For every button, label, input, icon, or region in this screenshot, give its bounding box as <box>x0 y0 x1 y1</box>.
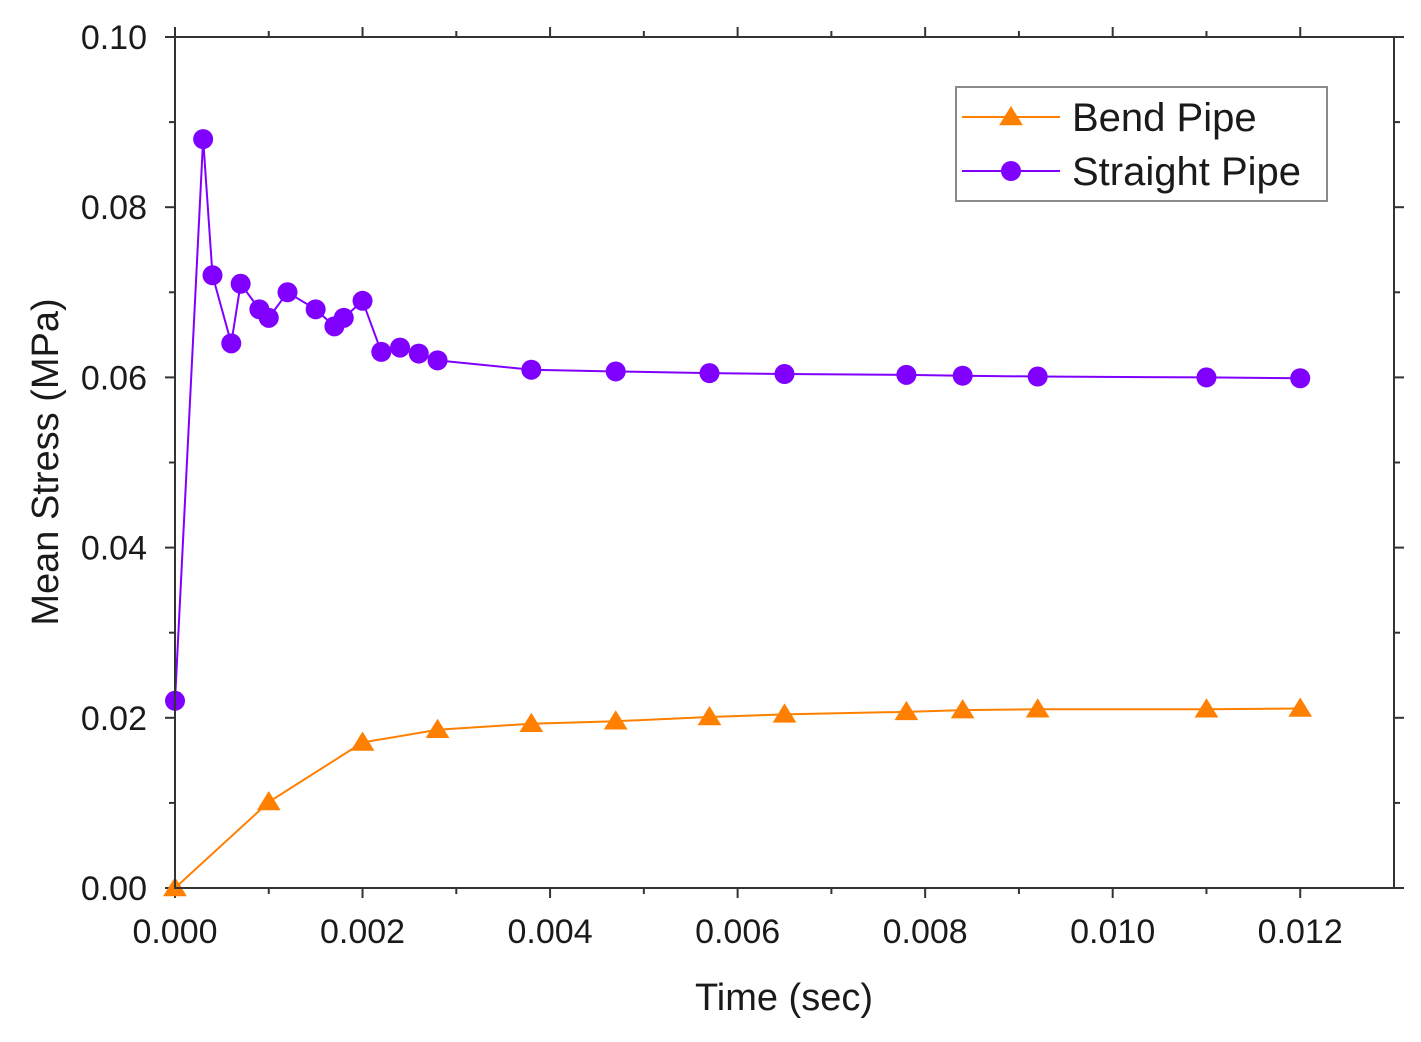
y-tick-label: 0.06 <box>81 359 147 397</box>
straight-pipe-point <box>221 333 242 354</box>
bend-pipe-point <box>256 791 281 811</box>
legend-bend-pipe-label: Bend Pipe <box>1072 96 1257 140</box>
bend-pipe-point <box>894 700 919 721</box>
straight-pipe-point <box>521 359 542 380</box>
legend: Bend Pipe Straight Pipe <box>955 86 1328 202</box>
y-tick-label: 0.10 <box>81 19 147 57</box>
straight-pipe-point <box>390 337 411 358</box>
straight-pipe-point <box>1027 366 1048 387</box>
y-tick-label: 0.00 <box>81 870 147 908</box>
straight-pipe-point <box>427 350 448 371</box>
straight-pipe-point <box>352 290 373 311</box>
straight-pipe-point <box>896 364 917 385</box>
y-tick-label: 0.08 <box>81 189 147 227</box>
x-tick-label: 0.002 <box>320 913 405 951</box>
bend-pipe-point <box>1194 698 1219 718</box>
x-tick-label: 0.006 <box>695 913 780 951</box>
bend-pipe-point <box>772 703 797 723</box>
straight-pipe-point <box>371 341 392 362</box>
y-tick-label: 0.02 <box>81 700 147 738</box>
x-tick-label: 0.004 <box>508 913 593 951</box>
straight-pipe-point <box>774 363 795 384</box>
straight-pipe-point <box>305 299 326 320</box>
legend-straight-pipe-label: Straight Pipe <box>1072 150 1301 194</box>
x-tick-label: 0.008 <box>883 913 968 951</box>
straight-pipe-point <box>202 265 223 286</box>
straight-pipe-point <box>699 363 720 384</box>
straight-pipe-line <box>174 139 1301 701</box>
straight-pipe-point <box>258 307 279 328</box>
straight-pipe-point <box>408 343 429 364</box>
legend-straight-pipe-marker <box>1001 161 1021 181</box>
bend-pipe-point <box>1025 698 1050 718</box>
bend-pipe-series <box>163 697 1313 897</box>
straight-pipe-point <box>605 361 626 382</box>
straight-pipe-point <box>193 129 214 150</box>
straight-pipe-point <box>333 307 354 328</box>
plot-frame <box>174 36 1395 889</box>
bend-pipe-point <box>603 710 628 730</box>
series-group <box>163 129 1313 897</box>
legend-box <box>955 86 1328 202</box>
x-tick-label: 0.012 <box>1258 913 1343 951</box>
bend-pipe-point <box>519 712 544 733</box>
x-tick-label: 0.010 <box>1070 913 1155 951</box>
straight-pipe-point <box>1196 367 1217 388</box>
straight-pipe-point <box>277 282 298 303</box>
x-axis-title: Time (sec) <box>695 977 873 1019</box>
bend-pipe-point <box>350 731 375 751</box>
tick-labels: 0.000 0.002 0.004 0.006 0.008 0.010 0.012 0.00 0… <box>81 19 1343 951</box>
straight-pipe-point <box>230 273 251 294</box>
bend-pipe-point <box>697 705 722 726</box>
straight-pipe-series <box>165 129 1311 711</box>
y-axis-title: Mean Stress (MPa) <box>25 298 67 625</box>
straight-pipe-point <box>952 365 973 386</box>
bend-pipe-line <box>174 707 1301 889</box>
bend-pipe-point <box>950 699 975 719</box>
legend-bend-pipe-marker <box>999 106 1023 126</box>
bend-pipe-point <box>425 718 450 738</box>
y-tick-label: 0.04 <box>81 530 147 568</box>
bend-pipe-point <box>1288 697 1313 717</box>
x-tick-label: 0.000 <box>132 913 217 951</box>
straight-pipe-point <box>1290 368 1311 389</box>
